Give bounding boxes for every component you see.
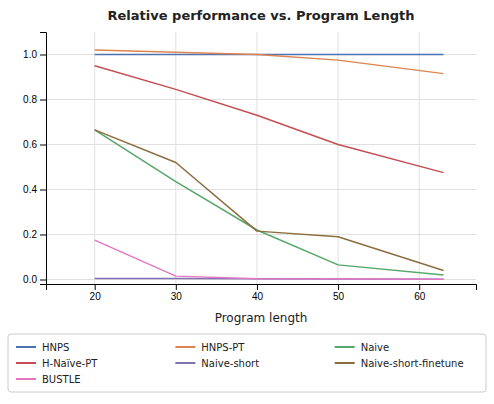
legend: HNPS HNPS-PT Naive H-Naïve-PT Naive-short Nai… <box>8 334 486 392</box>
y-tick-mark <box>40 55 46 56</box>
legend-swatch <box>335 362 355 364</box>
legend-box <box>8 334 486 392</box>
y-tick-mark <box>40 190 46 191</box>
legend-swatch <box>16 378 36 380</box>
x-tick-mark <box>257 284 258 290</box>
x-tick-label: 30 <box>171 291 183 302</box>
legend-label: HNPS <box>42 342 69 353</box>
y-tick: 0.0 <box>23 274 46 285</box>
legend-label: Naive-short <box>201 358 259 369</box>
y-tick-label: 0.4 <box>23 184 37 195</box>
chart: 20 30 40 50 60 0.0 0.2 0.4 0.6 0.8 1.0 Relative per… <box>0 0 494 404</box>
x-tick-mark <box>176 284 177 290</box>
legend-label: BUSTLE <box>42 374 81 385</box>
grid-line-y <box>46 99 476 100</box>
y-tick: 0.8 <box>23 94 46 105</box>
legend-swatch <box>175 346 195 348</box>
grid-line-y <box>46 234 476 235</box>
series-line <box>95 130 444 275</box>
legend-swatch <box>16 346 36 348</box>
legend-label: H-Naïve-PT <box>42 358 98 369</box>
legend-swatch <box>16 362 36 364</box>
y-tick-label: 0.8 <box>23 94 37 105</box>
x-tick: 40 <box>252 284 264 302</box>
y-tick-label: 0.6 <box>23 139 37 150</box>
x-tick-mark <box>95 284 96 290</box>
grid-line-y <box>46 144 476 145</box>
x-axis: 20 30 40 50 60 <box>47 284 477 302</box>
y-axis: 0.0 0.2 0.4 0.6 0.8 1.0 <box>23 33 46 286</box>
y-tick-mark <box>40 100 46 101</box>
series-line <box>95 50 444 74</box>
grid-line-x <box>94 32 95 284</box>
x-tick-label: 50 <box>333 291 345 302</box>
x-axis-title: Program length <box>215 311 308 325</box>
grid-line-x <box>338 32 339 284</box>
x-tick-label: 20 <box>90 291 102 302</box>
legend-item: Naive-short <box>175 358 259 369</box>
lines <box>95 50 444 279</box>
x-tick: 20 <box>90 284 102 302</box>
y-axis-line <box>40 33 47 285</box>
legend-item: Naive-short-finetune <box>335 358 464 369</box>
x-tick: 60 <box>414 284 426 302</box>
legend-label: Naive <box>361 342 389 353</box>
grid-line-x <box>256 32 257 284</box>
legend-item: HNPS <box>16 342 69 353</box>
y-tick: 0.2 <box>23 229 46 240</box>
legend-label: Naive-short-finetune <box>361 358 464 369</box>
x-tick: 50 <box>333 284 345 302</box>
legend-swatch <box>335 346 355 348</box>
y-tick-label: 0.2 <box>23 229 37 240</box>
grid-line-y <box>46 189 476 190</box>
grid-line-x <box>175 32 176 284</box>
y-tick-label: 0.0 <box>23 274 37 285</box>
series-line <box>95 240 444 279</box>
x-tick: 30 <box>171 284 183 302</box>
y-tick: 1.0 <box>23 49 46 60</box>
legend-item: HNPS-PT <box>175 342 245 353</box>
y-tick-mark <box>40 235 46 236</box>
series-line <box>95 130 444 271</box>
legend-item: H-Naïve-PT <box>16 358 98 369</box>
plot-area: 20 30 40 50 60 0.0 0.2 0.4 0.6 0.8 1.0 <box>23 32 476 302</box>
legend-label: HNPS-PT <box>201 342 245 353</box>
legend-item: Naive <box>335 342 389 353</box>
y-tick-label: 1.0 <box>23 49 37 60</box>
grid <box>46 32 476 284</box>
series-line <box>95 66 444 173</box>
x-axis-line <box>47 285 477 291</box>
x-tick-label: 40 <box>252 291 264 302</box>
x-tick-label: 60 <box>414 291 426 302</box>
legend-swatch <box>175 362 195 364</box>
x-tick-mark <box>419 284 420 290</box>
legend-item: BUSTLE <box>16 374 81 385</box>
y-tick: 0.6 <box>23 139 46 150</box>
x-tick-mark <box>338 284 339 290</box>
title: Relative performance vs. Program Length <box>108 8 415 23</box>
y-tick: 0.4 <box>23 184 46 195</box>
y-tick-mark <box>40 280 46 281</box>
y-tick-mark <box>40 145 46 146</box>
